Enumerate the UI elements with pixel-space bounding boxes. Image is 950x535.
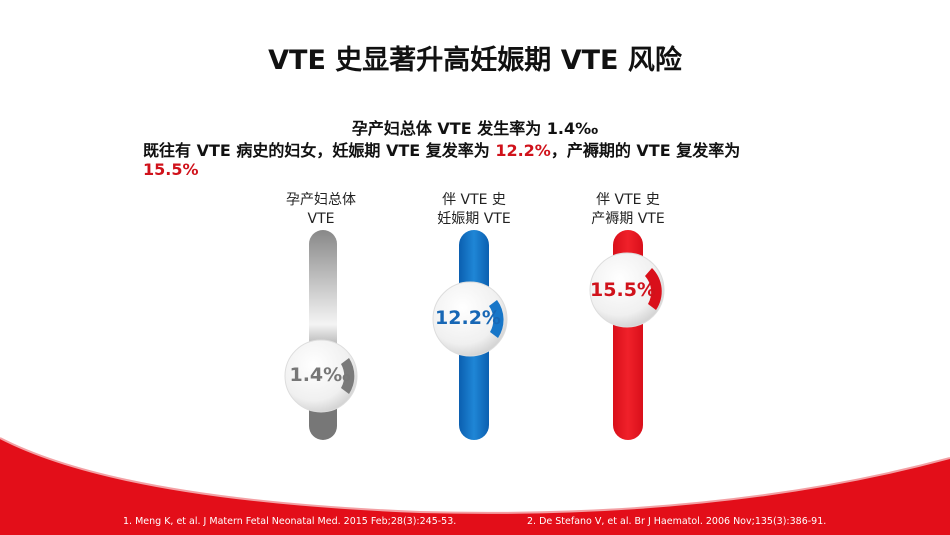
gauge-red xyxy=(589,230,665,440)
summary-highlight: 12.2% xyxy=(495,141,551,160)
summary-text: 既往有 VTE 病史的妇女，妊娠期 VTE 复发率为 xyxy=(143,141,496,160)
footer-swoosh xyxy=(0,438,950,535)
gauge-label: 伴 VTE 史妊娠期 VTE xyxy=(394,191,554,229)
reference: 1. Meng K, et al. J Matern Fetal Neonata… xyxy=(123,516,457,527)
summary-text: ，产褥期的 VTE 复发率为 xyxy=(550,141,741,160)
reference: 2. De Stefano V, et al. Br J Haematol. 2… xyxy=(527,516,827,527)
gauge-value: 1.4‰ xyxy=(289,364,351,386)
gauge-label: 伴 VTE 史产褥期 VTE xyxy=(548,191,708,229)
summary-line: 孕产妇总体 VTE 发生率为 1.4‰ xyxy=(351,119,599,138)
label-line: 产褥期 VTE xyxy=(591,211,665,227)
gauge-value: 15.5% xyxy=(590,279,656,301)
gauge-label: 孕产妇总体 VTE xyxy=(241,191,401,229)
swoosh-edge xyxy=(0,437,950,514)
gauge-gray xyxy=(284,230,358,440)
gauge-value: 12.2% xyxy=(435,307,501,329)
label-line: 妊娠期 VTE xyxy=(437,211,511,227)
summary-highlight: 15.5% xyxy=(143,160,199,179)
gauge-blue xyxy=(432,230,508,440)
label-line: 伴 VTE 史 xyxy=(596,192,660,208)
summary-line: 既往有 VTE 病史的妇女，妊娠期 VTE 复发率为 12.2%，产褥期的 VT… xyxy=(143,137,740,161)
label-line: VTE xyxy=(307,211,335,227)
label-line: 孕产妇总体 xyxy=(286,192,356,208)
label-line: 伴 VTE 史 xyxy=(442,192,506,208)
slide-title: VTE 史显著升高妊娠期 VTE 风险 xyxy=(268,45,682,76)
